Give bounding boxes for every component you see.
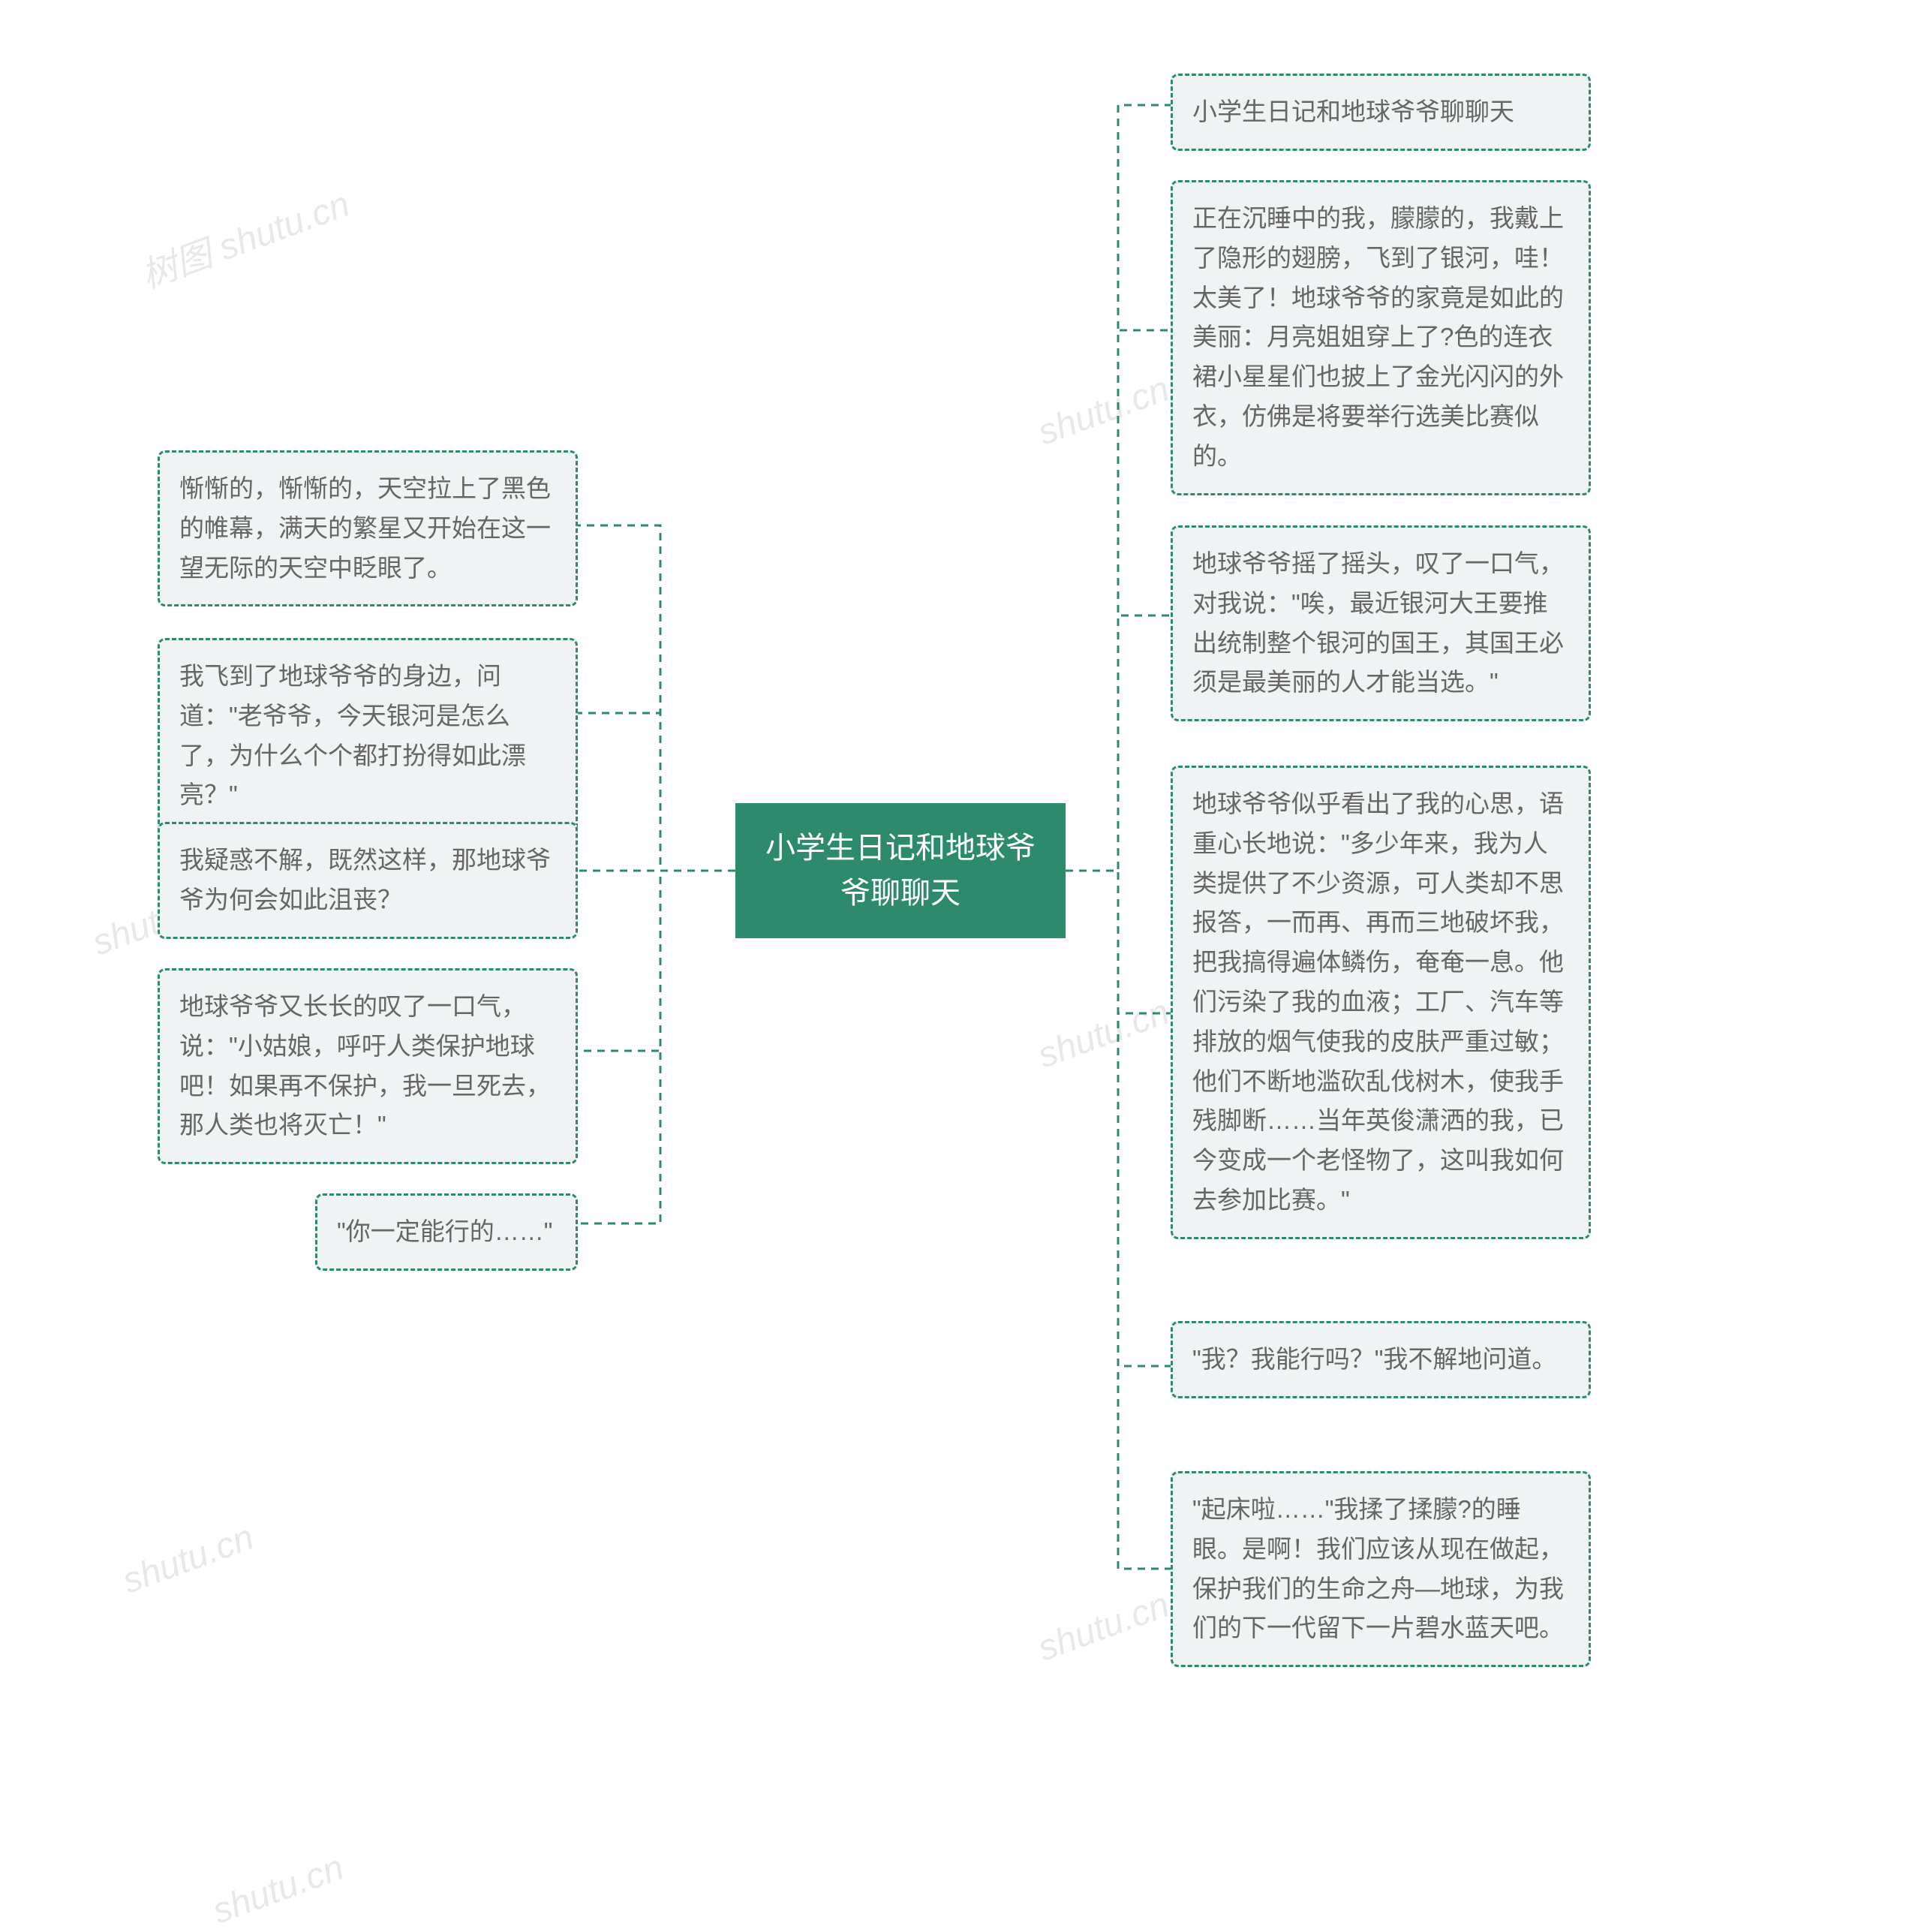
left-node-1[interactable]: 我飞到了地球爷爷的身边，问道："老爷爷，今天银河是怎么了，为什么个个都打扮得如此…	[158, 638, 578, 834]
watermark: shutu.cn	[1033, 1584, 1174, 1670]
left-node-2[interactable]: 我疑惑不解，既然这样，那地球爷爷为何会如此沮丧？	[158, 822, 578, 939]
connector-lines	[0, 0, 1921, 1925]
right-node-1[interactable]: 正在沉睡中的我，朦朦的，我戴上了隐形的翅膀，飞到了银河，哇！太美了！地球爷爷的家…	[1171, 180, 1591, 495]
watermark: shutu.cn	[117, 1517, 259, 1602]
watermark: shutu.cn	[1033, 369, 1174, 454]
right-node-2[interactable]: 地球爷爷摇了摇头，叹了一口气，对我说："唉，最近银河大王要推出统制整个银河的国王…	[1171, 525, 1591, 721]
right-node-4[interactable]: "我？我能行吗？"我不解地问道。	[1171, 1321, 1591, 1398]
right-node-0[interactable]: 小学生日记和地球爷爷聊聊天	[1171, 74, 1591, 151]
left-node-4[interactable]: "你一定能行的……"	[315, 1193, 578, 1271]
right-node-5[interactable]: "起床啦……"我揉了揉朦?的睡眼。是啊！我们应该从现在做起，保护我们的生命之舟—…	[1171, 1471, 1591, 1667]
watermark: shutu.cn	[1033, 992, 1174, 1077]
watermark: 树图 shutu.cn	[133, 174, 356, 298]
center-node[interactable]: 小学生日记和地球爷爷聊聊天	[735, 803, 1066, 938]
left-node-3[interactable]: 地球爷爷又长长的叹了一口气，说："小姑娘，呼吁人类保护地球吧！如果再不保护，我一…	[158, 968, 578, 1164]
right-node-3[interactable]: 地球爷爷似乎看出了我的心思，语重心长地说："多少年来，我为人类提供了不少资源，可…	[1171, 766, 1591, 1239]
mindmap-canvas: 树图 shutu.cn shutu.cn shutu.cn shutu.cn s…	[0, 0, 1921, 1925]
left-node-0[interactable]: 惭惭的，惭惭的，天空拉上了黑色的帷幕，满天的繁星又开始在这一望无际的天空中眨眼了…	[158, 450, 578, 606]
watermark: shutu.cn	[207, 1847, 349, 1932]
